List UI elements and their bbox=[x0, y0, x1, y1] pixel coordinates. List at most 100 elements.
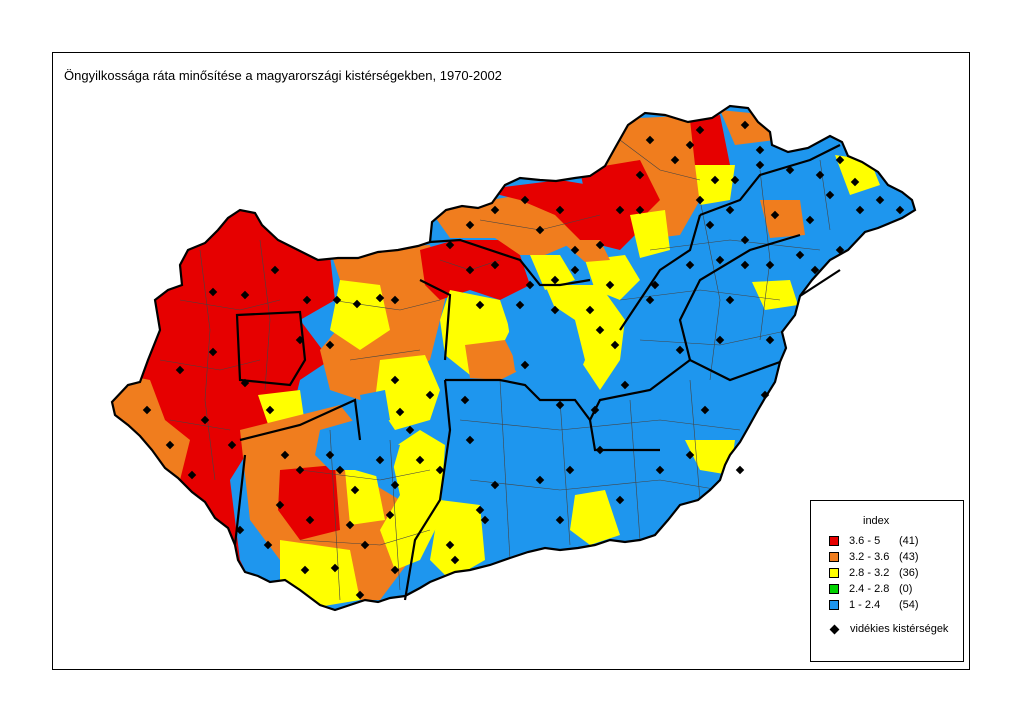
rural-marker bbox=[390, 565, 400, 575]
legend-item: 2.8 - 3.2 (36) bbox=[829, 567, 939, 579]
legend-swatch bbox=[829, 584, 839, 594]
region-north-yellow bbox=[530, 255, 575, 290]
district-borders bbox=[159, 139, 831, 601]
rural-marker bbox=[390, 480, 400, 490]
rural-marker bbox=[570, 265, 580, 275]
rural-marker bbox=[465, 220, 475, 230]
rural-marker bbox=[715, 255, 725, 265]
rural-marker bbox=[740, 260, 750, 270]
rural-marker bbox=[685, 450, 695, 460]
legend-count: (41) bbox=[899, 535, 919, 547]
rural-marker bbox=[460, 395, 470, 405]
rural-marker bbox=[615, 495, 625, 505]
rural-marker bbox=[332, 295, 342, 305]
legend-range: 3.6 - 5 bbox=[849, 535, 881, 547]
legend-title: index bbox=[863, 515, 890, 527]
county-borders bbox=[233, 144, 841, 601]
rural-marker bbox=[390, 295, 400, 305]
rural-marker bbox=[275, 500, 285, 510]
rural-marker bbox=[445, 240, 455, 250]
rural-marker bbox=[425, 390, 435, 400]
rural-marker bbox=[330, 563, 340, 573]
legend-swatch bbox=[829, 536, 839, 546]
rural-marker bbox=[620, 380, 630, 390]
region-yellow-1 bbox=[330, 280, 390, 350]
legend-range: 2.4 - 2.8 bbox=[849, 583, 890, 595]
rural-marker bbox=[490, 480, 500, 490]
rural-marker bbox=[200, 415, 210, 425]
rural-marker bbox=[295, 465, 305, 475]
rural-marker bbox=[475, 300, 485, 310]
rural-marker bbox=[295, 335, 305, 345]
rural-marker bbox=[490, 205, 500, 215]
rural-marker bbox=[405, 425, 415, 435]
region-central-blue bbox=[505, 300, 585, 395]
legend-range: 2.8 - 3.2 bbox=[849, 567, 890, 579]
rural-marker bbox=[810, 265, 820, 275]
rural-marker bbox=[385, 510, 395, 520]
rural-marker bbox=[465, 265, 475, 275]
diamond-marker-icon bbox=[829, 624, 840, 634]
rural-marker bbox=[263, 540, 273, 550]
rural-marker bbox=[605, 280, 615, 290]
rural-marker bbox=[175, 365, 185, 375]
rural-marker bbox=[550, 275, 560, 285]
rural-marker bbox=[300, 565, 310, 575]
rural-marker bbox=[515, 300, 525, 310]
region-southwest-red bbox=[278, 465, 340, 540]
rural-marker bbox=[715, 335, 725, 345]
rural-marker bbox=[535, 475, 545, 485]
map-title: Öngyilkossága ráta minősítése a magyaror… bbox=[64, 68, 502, 83]
rural-marker bbox=[445, 540, 455, 550]
rural-marker bbox=[595, 325, 605, 335]
rural-marker bbox=[450, 555, 460, 565]
region-southwest-yellow-1 bbox=[280, 540, 360, 610]
legend-count: (36) bbox=[899, 567, 919, 579]
region-southeast-yellow bbox=[685, 440, 735, 475]
rural-marker bbox=[415, 455, 425, 465]
region-northeast-yellow-1 bbox=[695, 165, 735, 205]
rural-marker bbox=[208, 287, 218, 297]
rural-marker bbox=[525, 280, 535, 290]
region-yellow-2 bbox=[375, 355, 440, 430]
rural-marker bbox=[610, 340, 620, 350]
region-budapest-blue bbox=[360, 390, 390, 428]
rural-marker bbox=[390, 375, 400, 385]
legend-swatch bbox=[829, 600, 839, 610]
legend-item: 3.2 - 3.6 (43) bbox=[829, 551, 939, 563]
rural-marker bbox=[395, 407, 405, 417]
region-central-yellow-2 bbox=[545, 285, 625, 390]
rural-marker bbox=[360, 540, 370, 550]
rural-marker bbox=[585, 305, 595, 315]
rural-marker bbox=[520, 360, 530, 370]
rural-marker bbox=[302, 295, 312, 305]
region-south-yellow bbox=[430, 500, 485, 580]
rural-marker bbox=[325, 450, 335, 460]
region-north-orange bbox=[430, 195, 580, 255]
rural-marker bbox=[265, 405, 275, 415]
rural-marker bbox=[490, 260, 500, 270]
region-east-yellow bbox=[752, 280, 798, 310]
rural-marker bbox=[765, 260, 775, 270]
rural-marker bbox=[345, 520, 355, 530]
rural-marker bbox=[590, 405, 600, 415]
rural-marker bbox=[165, 440, 175, 450]
rural-marker bbox=[375, 293, 385, 303]
rural-marker bbox=[685, 260, 695, 270]
regions-layer bbox=[112, 106, 915, 610]
region-south-central-yellow bbox=[570, 490, 620, 545]
rural-marker bbox=[735, 465, 745, 475]
rural-marker bbox=[480, 515, 490, 525]
rural-marker bbox=[655, 465, 665, 475]
rural-marker bbox=[760, 390, 770, 400]
rural-marker bbox=[475, 505, 485, 515]
rural-marker bbox=[550, 305, 560, 315]
rural-marker bbox=[142, 405, 152, 415]
rural-marker bbox=[350, 485, 360, 495]
rural-marker bbox=[725, 295, 735, 305]
legend-marker-label: vidékies kistérségek bbox=[850, 623, 949, 635]
legend: index 3.6 - 5 (41) 3.2 - 3.6 (43) 2.8 - … bbox=[810, 500, 964, 662]
region-east-orange bbox=[760, 200, 805, 238]
rural-marker bbox=[280, 450, 290, 460]
